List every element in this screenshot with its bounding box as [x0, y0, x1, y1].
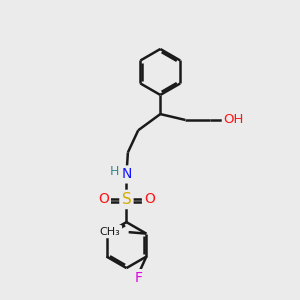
Text: OH: OH: [224, 113, 244, 127]
Text: O: O: [144, 193, 155, 206]
Text: S: S: [122, 192, 131, 207]
Text: F: F: [135, 271, 143, 285]
Text: CH₃: CH₃: [100, 226, 120, 237]
Text: O: O: [98, 193, 109, 206]
Text: N: N: [121, 167, 132, 182]
Text: H: H: [110, 165, 119, 178]
